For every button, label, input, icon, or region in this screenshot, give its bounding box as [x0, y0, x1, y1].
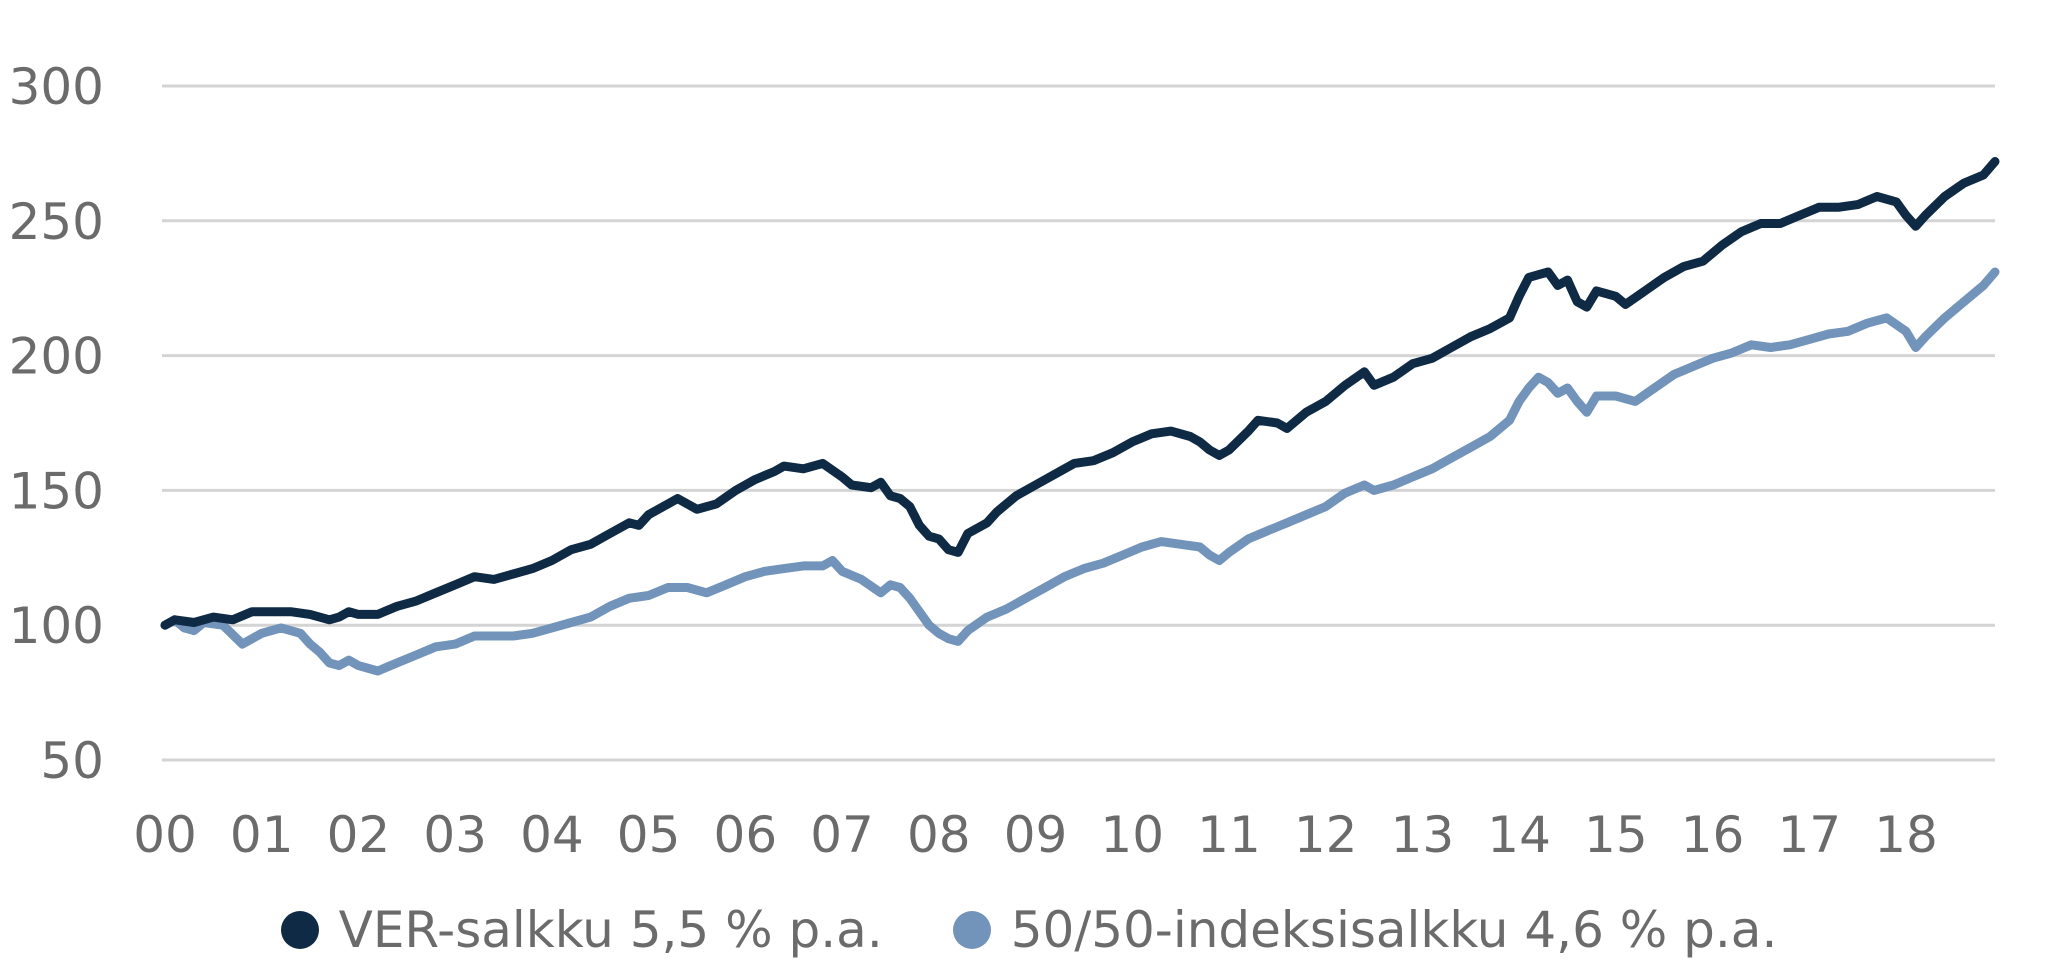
x-tick-label: 18	[1874, 806, 1938, 860]
line-chart: 50 100 150 200 250 300 00 01 02 03 04 05 06 07 08 09 10…	[9, 58, 2000, 860]
series-lines	[160, 157, 2000, 676]
legend-marker-ver-salkku	[280, 911, 319, 949]
legend-item-indeksisalkku: 50/50-indeksisalkku 4,6 % p.a.	[952, 901, 1778, 959]
x-tick-label: 05	[617, 806, 681, 860]
y-tick-label: 250	[9, 193, 104, 251]
series-line-ver-salkku	[160, 157, 2000, 630]
x-tick-label: 01	[230, 806, 294, 860]
x-tick-label: 12	[1294, 806, 1358, 860]
legend-label-ver-salkku: VER-salkku 5,5 % p.a.	[338, 901, 883, 959]
series-line-indeksisalkku	[160, 267, 2000, 676]
x-tick-label: 10	[1100, 806, 1164, 860]
x-tick-label: 04	[520, 806, 584, 860]
x-tick-label: 13	[1391, 806, 1455, 860]
chart-svg: 50 100 150 200 250 300 00 01 02 03 04 05 06 07 08 09 10…	[9, 58, 2000, 860]
legend-label-indeksisalkku: 50/50-indeksisalkku 4,6 % p.a.	[1010, 901, 1778, 959]
x-tick-label: 15	[1584, 806, 1648, 860]
grid-lines	[162, 84, 1995, 762]
legend: VER-salkku 5,5 % p.a. 50/50-indeksisalkk…	[0, 900, 2058, 960]
x-axis-tick-labels: 00 01 02 03 04 05 06 07 08 09 10 11 12 13 14 15 16 17 18	[133, 806, 1938, 860]
x-tick-label: 17	[1777, 806, 1841, 860]
x-tick-label: 16	[1681, 806, 1745, 860]
x-tick-label: 09	[1004, 806, 1068, 860]
legend-marker-indeksisalkku	[952, 911, 991, 949]
x-tick-label: 02	[327, 806, 391, 860]
x-tick-label: 03	[423, 806, 487, 860]
legend-item-ver-salkku: VER-salkku 5,5 % p.a.	[280, 901, 883, 959]
y-axis-tick-labels: 50 100 150 200 250 300	[9, 58, 104, 790]
y-tick-label: 200	[9, 328, 104, 386]
y-tick-label: 300	[9, 58, 104, 116]
x-tick-label: 08	[907, 806, 971, 860]
x-tick-label: 11	[1197, 806, 1261, 860]
x-tick-label: 07	[810, 806, 874, 860]
y-tick-label: 50	[40, 732, 104, 790]
x-tick-label: 00	[133, 806, 197, 860]
x-tick-label: 06	[714, 806, 778, 860]
x-tick-label: 14	[1487, 806, 1551, 860]
y-tick-label: 150	[9, 462, 104, 520]
y-tick-label: 100	[9, 597, 104, 655]
